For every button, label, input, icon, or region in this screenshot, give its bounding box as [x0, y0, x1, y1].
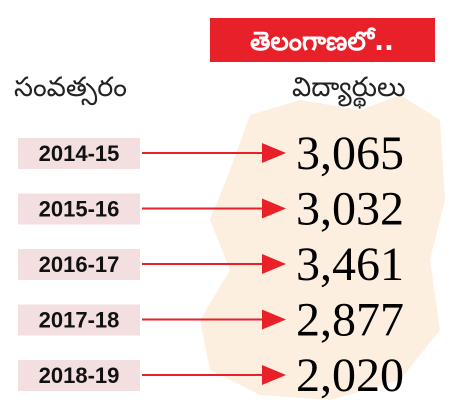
map-silhouette	[200, 95, 445, 400]
student-count: 3,032	[296, 183, 404, 236]
count-column-header: విద్యార్థులు	[292, 72, 405, 109]
student-count: 3,461	[296, 238, 404, 291]
year-label: 2017-18	[39, 308, 120, 333]
year-label: 2015-16	[39, 197, 120, 222]
year-label: 2016-17	[39, 252, 120, 277]
year-box	[18, 249, 140, 280]
student-count: 2,877	[296, 294, 404, 347]
year-label: 2014-15	[39, 141, 120, 166]
year-box	[18, 138, 140, 169]
year-box	[18, 193, 140, 225]
badge	[210, 18, 435, 62]
badge-text: తెలంగాణలో..	[250, 27, 394, 57]
year-column-header: సంవత్సరం	[14, 72, 127, 106]
year-box	[18, 304, 140, 336]
year-box	[18, 360, 140, 391]
rows: 2014-15 3,065 2015-16 3,032 2016-17 3,461 2017…	[18, 127, 404, 402]
year-label: 2018-19	[39, 363, 120, 388]
student-count: 2,020	[296, 349, 404, 402]
student-count: 3,065	[296, 127, 404, 180]
